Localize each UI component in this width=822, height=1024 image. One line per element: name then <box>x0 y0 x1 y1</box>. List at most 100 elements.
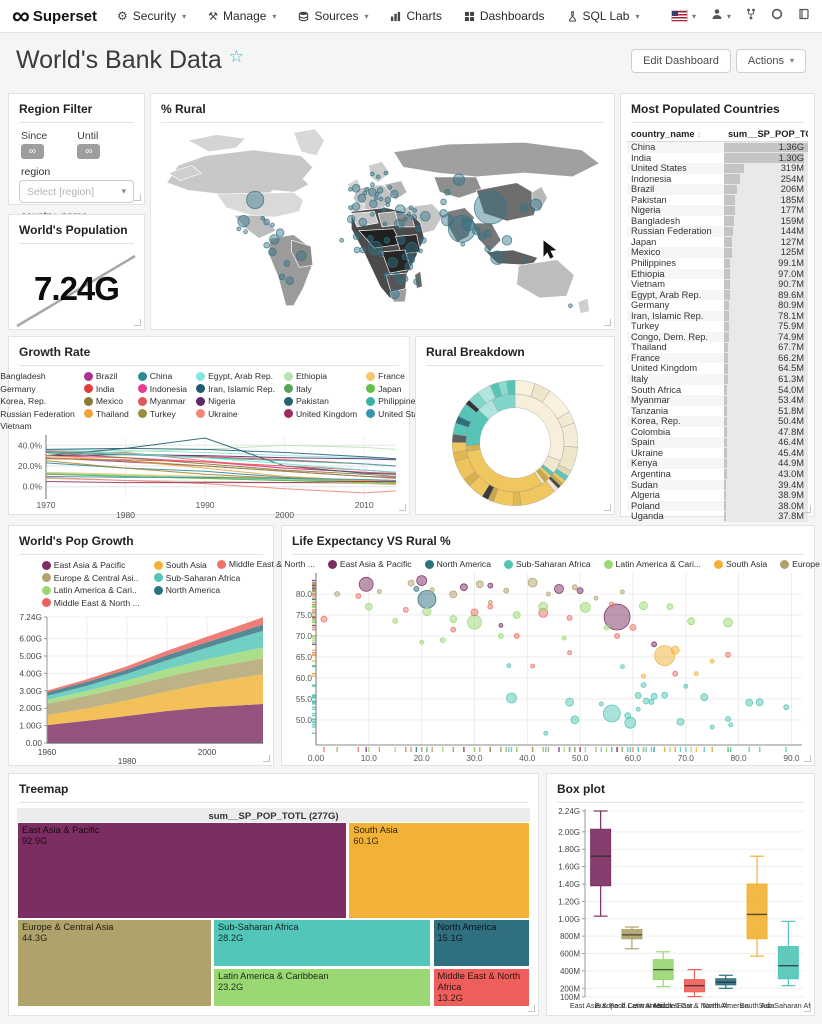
legend-item[interactable]: North America <box>153 584 241 597</box>
docs-book-icon[interactable] <box>798 7 810 25</box>
legend-item[interactable]: South Asia <box>714 559 767 569</box>
rural-breakdown-sunburst <box>452 379 578 506</box>
table-header[interactable]: country_name ↕sum__SP_POP_TOTL ↕ <box>627 127 808 142</box>
population-cell: 51.8M <box>724 405 808 417</box>
legend-item[interactable]: Latin America & Cari... <box>603 559 701 569</box>
table-row: Myanmar 53.4M <box>627 395 808 406</box>
table-row: Uganda 37.8M <box>627 511 808 522</box>
legend-item[interactable]: Korea, Rep. <box>0 396 47 406</box>
svg-text:0.0%: 0.0% <box>23 481 43 491</box>
treemap-node[interactable]: East Asia & Pacific 92.9G <box>17 822 348 919</box>
svg-text:1980: 1980 <box>116 510 135 520</box>
treemap-node[interactable]: South Asia 60.1G <box>348 822 530 919</box>
population-cell: 39.4M <box>724 479 808 491</box>
population-cell: 66.2M <box>724 352 808 364</box>
region-select-placeholder: Select [region] <box>27 185 95 198</box>
legend-item[interactable]: Latin America & Cari.. <box>41 584 140 597</box>
legend-item[interactable]: Italy <box>283 383 357 396</box>
legend-item[interactable]: Germany <box>0 383 36 394</box>
region-select[interactable]: Select [region] ▾ <box>19 180 134 203</box>
legend-item[interactable]: Turkey <box>137 408 187 421</box>
legend-item[interactable]: Philippines <box>366 395 430 408</box>
language-menu[interactable]: ▾ <box>670 10 696 22</box>
legend-item[interactable]: Ethiopia <box>283 370 357 383</box>
legend-item[interactable]: Indonesia <box>137 383 187 396</box>
legend-item[interactable]: Bangladesh <box>0 371 46 381</box>
actions-label: Actions <box>747 54 784 67</box>
treemap-node[interactable]: North America 15.1G <box>432 919 530 968</box>
legend-item[interactable]: Europe & Central Asi... <box>780 559 822 569</box>
legend-item[interactable]: Mexico <box>83 395 129 408</box>
legend-swatch <box>41 573 51 583</box>
legend-item[interactable]: Iran, Islamic Rep. <box>196 383 275 396</box>
caret-down-icon: ▾ <box>364 11 369 21</box>
treemap-node[interactable]: Europe & Central Asia 44.3G <box>17 919 212 1007</box>
life-expectancy-legend: Middle East & North ... East Asia & Pacif… <box>216 559 822 569</box>
svg-text:Middle East & North Afr...: Middle East & North Afr... <box>654 1001 736 1010</box>
since-value-button[interactable]: ∞ <box>21 144 44 159</box>
legend-item[interactable]: Vietnam <box>0 421 32 431</box>
legend-item[interactable]: North America <box>424 559 491 569</box>
column-header-population[interactable]: sum__SP_POP_TOTL ↕ <box>724 127 808 142</box>
panel-worlds-population: World's Population 7.24G <box>8 214 145 330</box>
legend-item[interactable]: Thailand <box>83 408 129 421</box>
nav-item-manage[interactable]: ⚒ Manage ▾ <box>208 9 277 23</box>
nav-item-security[interactable]: ⚙ Security ▾ <box>117 9 187 23</box>
legend-swatch <box>153 560 163 570</box>
legend-item[interactable]: Middle East & North ... <box>216 559 315 569</box>
treemap-node[interactable]: Middle East & North Africa 13.2G <box>432 967 530 1007</box>
treemap-node[interactable]: Sub-Saharan Africa 28.2G <box>212 919 432 968</box>
svg-text:Sub-Saharan Afric: Sub-Saharan Afric <box>759 1001 811 1010</box>
version-fork-icon[interactable] <box>746 7 756 25</box>
nav-item-sources[interactable]: Sources ▾ <box>298 9 368 23</box>
until-value-button[interactable]: ∞ <box>77 144 101 159</box>
panel-most-populated: Most Populated Countries country_name ↕ s… <box>620 93 815 522</box>
nav-item-charts[interactable]: Charts <box>390 9 442 23</box>
legend-item[interactable]: Russian Federation <box>0 408 75 419</box>
legend-item[interactable]: Sub-Saharan Africa <box>153 572 240 585</box>
legend-item[interactable]: Middle East & North ... <box>41 597 140 610</box>
github-icon[interactable] <box>771 7 783 25</box>
treemap-node[interactable]: Latin America & Caribbean 23.2G <box>212 967 432 1007</box>
legend-item[interactable]: South Asia <box>153 559 241 572</box>
user-menu[interactable]: ▾ <box>711 7 731 25</box>
legend-item[interactable]: Ukraine <box>196 408 275 421</box>
legend-item[interactable]: China <box>137 370 187 383</box>
svg-text:70.0: 70.0 <box>678 753 695 763</box>
nav-item-dashboards[interactable]: Dashboards <box>464 9 545 23</box>
panel-title: % Rural <box>161 100 604 123</box>
country-name-cell: Thailand <box>631 342 667 353</box>
legend-item[interactable]: Nigeria <box>196 395 275 408</box>
legend-item[interactable]: France <box>366 370 430 383</box>
legend-item[interactable]: Myanmar <box>137 395 187 408</box>
legend-swatch <box>41 560 51 570</box>
legend-item[interactable]: Brazil <box>83 370 129 383</box>
population-cell: 38.9M <box>724 490 808 501</box>
legend-item[interactable]: Japan <box>366 383 430 396</box>
legend-item[interactable]: United Kingdom <box>283 408 357 421</box>
actions-button[interactable]: Actions ▾ <box>735 48 806 73</box>
legend-item[interactable]: India <box>83 383 129 396</box>
superset-brand[interactable]: ∞ Superset <box>12 4 97 29</box>
svg-text:1970: 1970 <box>37 500 56 510</box>
country-name-cell: United Kingdom <box>631 363 698 374</box>
legend-item[interactable]: Europe & Central Asi.. <box>41 572 140 585</box>
favorite-star-icon[interactable]: ☆ <box>228 46 245 66</box>
svg-text:60.0: 60.0 <box>296 673 313 683</box>
population-cell: 319M <box>724 163 808 174</box>
table-row: Thailand 67.7M <box>627 342 808 353</box>
panel-title: Growth Rate <box>19 343 399 366</box>
legend-item[interactable]: Pakistan <box>283 395 357 408</box>
legend-item[interactable]: United States <box>366 408 430 421</box>
svg-text:1.40G: 1.40G <box>558 880 580 889</box>
edit-dashboard-button[interactable]: Edit Dashboard <box>631 48 731 73</box>
legend-swatch <box>216 559 226 569</box>
legend-item[interactable]: East Asia & Pacific <box>327 559 412 569</box>
legend-item[interactable]: East Asia & Pacific <box>41 559 140 572</box>
country-name-cell: Ethiopia <box>627 268 724 280</box>
legend-item[interactable]: Sub-Saharan Africa <box>504 559 591 569</box>
column-header-country[interactable]: country_name ↕ <box>627 127 724 142</box>
nav-item-sql-lab[interactable]: SQL Lab ▾ <box>567 9 639 23</box>
legend-item[interactable]: Egypt, Arab Rep. <box>196 370 275 383</box>
svg-text:75.0: 75.0 <box>296 610 313 620</box>
